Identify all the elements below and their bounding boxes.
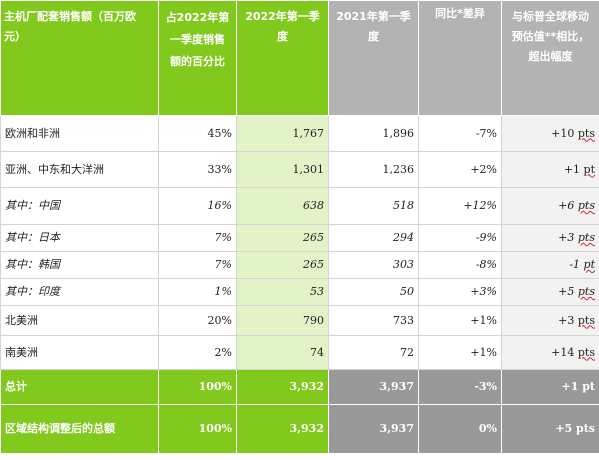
cell-yoy: +2% bbox=[418, 151, 502, 188]
table-row: 其中：日本 7% 265 294 -9% +3 pts bbox=[0, 224, 599, 252]
benchmark-value: +3 bbox=[558, 231, 575, 244]
cell-q1-2021: 1,236 bbox=[328, 151, 419, 188]
cell-q1-2022: 53 bbox=[236, 278, 329, 306]
benchmark-value: -1 bbox=[569, 258, 581, 271]
cell-share: 100% bbox=[158, 369, 237, 405]
benchmark-unit: pts bbox=[577, 313, 595, 327]
cell-q1-2021: 3,937 bbox=[328, 369, 419, 405]
header-q1-2021: 2021年第一季度 bbox=[328, 0, 419, 116]
cell-yoy: 0% bbox=[418, 404, 502, 454]
cell-q1-2022: 74 bbox=[236, 335, 329, 370]
cell-q1-2022: 790 bbox=[236, 305, 329, 336]
cell-q1-2021: 1,896 bbox=[328, 115, 419, 152]
cell-share: 45% bbox=[158, 115, 237, 152]
benchmark-value: +1 bbox=[561, 380, 579, 393]
cell-share: 16% bbox=[158, 187, 237, 225]
header-region: 主机厂配套销售额（百万欧元） bbox=[0, 0, 159, 116]
cell-q1-2021: 294 bbox=[328, 224, 419, 252]
benchmark-unit: pts bbox=[577, 199, 595, 212]
cell-q1-2021: 303 bbox=[328, 251, 419, 279]
benchmark-value: +6 bbox=[558, 199, 575, 212]
cell-yoy: -9% bbox=[418, 224, 502, 252]
table-row: 其中：韩国 7% 265 303 -8% -1 pt bbox=[0, 251, 599, 279]
benchmark-unit: pt bbox=[582, 380, 595, 393]
benchmark-value: +14 bbox=[551, 345, 575, 359]
cell-region: 区域结构调整后的总额 bbox=[0, 404, 159, 454]
header-row: 主机厂配套销售额（百万欧元） 占2022年第一季度销售额的百分比 2022年第一… bbox=[0, 0, 599, 116]
cell-benchmark: +3 pts bbox=[501, 305, 599, 336]
benchmark-value: +5 bbox=[558, 285, 575, 298]
cell-yoy: -8% bbox=[418, 251, 502, 279]
cell-yoy: +1% bbox=[418, 335, 502, 370]
benchmark-unit: pts bbox=[577, 285, 595, 298]
cell-yoy: +3% bbox=[418, 278, 502, 306]
benchmark-value: +5 bbox=[555, 422, 573, 435]
table-row: 其中：印度 1% 53 50 +3% +5 pts bbox=[0, 278, 599, 306]
cell-q1-2022: 265 bbox=[236, 251, 329, 279]
benchmark-value: +1 bbox=[563, 162, 581, 176]
cell-q1-2021: 3,937 bbox=[328, 404, 419, 454]
cell-benchmark: +14 pts bbox=[501, 335, 599, 370]
cell-region: 亚洲、中东和大洋洲 bbox=[0, 151, 159, 188]
cell-q1-2021: 50 bbox=[328, 278, 419, 306]
header-q1-2022: 2022年第一季度 bbox=[236, 0, 329, 116]
benchmark-unit: pt bbox=[583, 258, 595, 271]
cell-share: 7% bbox=[158, 251, 237, 279]
cell-q1-2021: 72 bbox=[328, 335, 419, 370]
cell-q1-2022: 638 bbox=[236, 187, 329, 225]
cell-share: 33% bbox=[158, 151, 237, 188]
benchmark-value: +3 bbox=[558, 313, 575, 327]
table-row: 其中：中国 16% 638 518 +12% +6 pts bbox=[0, 187, 599, 225]
cell-region: 其中：印度 bbox=[0, 278, 159, 306]
benchmark-value: +10 bbox=[551, 126, 575, 140]
cell-q1-2022: 1,767 bbox=[236, 115, 329, 152]
header-share: 占2022年第一季度销售额的百分比 bbox=[158, 0, 237, 116]
benchmark-unit: pts bbox=[577, 231, 595, 244]
cell-yoy: +12% bbox=[418, 187, 502, 225]
cell-region: 其中：日本 bbox=[0, 224, 159, 252]
cell-benchmark: +5 pts bbox=[501, 278, 599, 306]
table-row: 欧洲和非洲 45% 1,767 1,896 -7% +10 pts bbox=[0, 115, 599, 152]
cell-benchmark: +10 pts bbox=[501, 115, 599, 152]
benchmark-unit: pts bbox=[577, 345, 595, 359]
cell-benchmark: +1 pt bbox=[501, 369, 599, 405]
cell-yoy: -7% bbox=[418, 115, 502, 152]
table-row: 亚洲、中东和大洋洲 33% 1,301 1,236 +2% +1 pt bbox=[0, 151, 599, 188]
cell-region: 其中：韩国 bbox=[0, 251, 159, 279]
cell-q1-2022: 3,932 bbox=[236, 369, 329, 405]
benchmark-unit: pts bbox=[577, 126, 595, 140]
header-benchmark: 与标普全球移动预估值**相比，超出幅度 bbox=[501, 0, 599, 116]
cell-region: 南美洲 bbox=[0, 335, 159, 370]
cell-share: 20% bbox=[158, 305, 237, 336]
table-row: 北美洲 20% 790 733 +1% +3 pts bbox=[0, 305, 599, 336]
cell-region: 北美洲 bbox=[0, 305, 159, 336]
table-row: 南美洲 2% 74 72 +1% +14 pts bbox=[0, 335, 599, 370]
cell-yoy: +1% bbox=[418, 305, 502, 336]
cell-benchmark: +6 pts bbox=[501, 187, 599, 225]
cell-yoy: -3% bbox=[418, 369, 502, 405]
cell-q1-2021: 518 bbox=[328, 187, 419, 225]
cell-q1-2022: 265 bbox=[236, 224, 329, 252]
table-body: 欧洲和非洲 45% 1,767 1,896 -7% +10 pts 亚洲、中东和大洋洲 33%… bbox=[0, 115, 599, 454]
benchmark-unit: pt bbox=[583, 162, 595, 176]
cell-benchmark: +3 pts bbox=[501, 224, 599, 252]
cell-share: 7% bbox=[158, 224, 237, 252]
cell-q1-2022: 3,932 bbox=[236, 404, 329, 454]
cell-share: 100% bbox=[158, 404, 237, 454]
benchmark-unit: pts bbox=[576, 422, 595, 435]
cell-share: 2% bbox=[158, 335, 237, 370]
cell-share: 1% bbox=[158, 278, 237, 306]
cell-benchmark: -1 pt bbox=[501, 251, 599, 279]
cell-q1-2021: 733 bbox=[328, 305, 419, 336]
cell-region: 总计 bbox=[0, 369, 159, 405]
cell-benchmark: +1 pt bbox=[501, 151, 599, 188]
cell-q1-2022: 1,301 bbox=[236, 151, 329, 188]
cell-region: 其中：中国 bbox=[0, 187, 159, 225]
table-row: 区域结构调整后的总额 100% 3,932 3,937 0% +5 pts bbox=[0, 404, 599, 454]
cell-benchmark: +5 pts bbox=[501, 404, 599, 454]
cell-region: 欧洲和非洲 bbox=[0, 115, 159, 152]
header-yoy: 同比*差异 bbox=[418, 0, 502, 116]
table-row: 总计 100% 3,932 3,937 -3% +1 pt bbox=[0, 369, 599, 405]
